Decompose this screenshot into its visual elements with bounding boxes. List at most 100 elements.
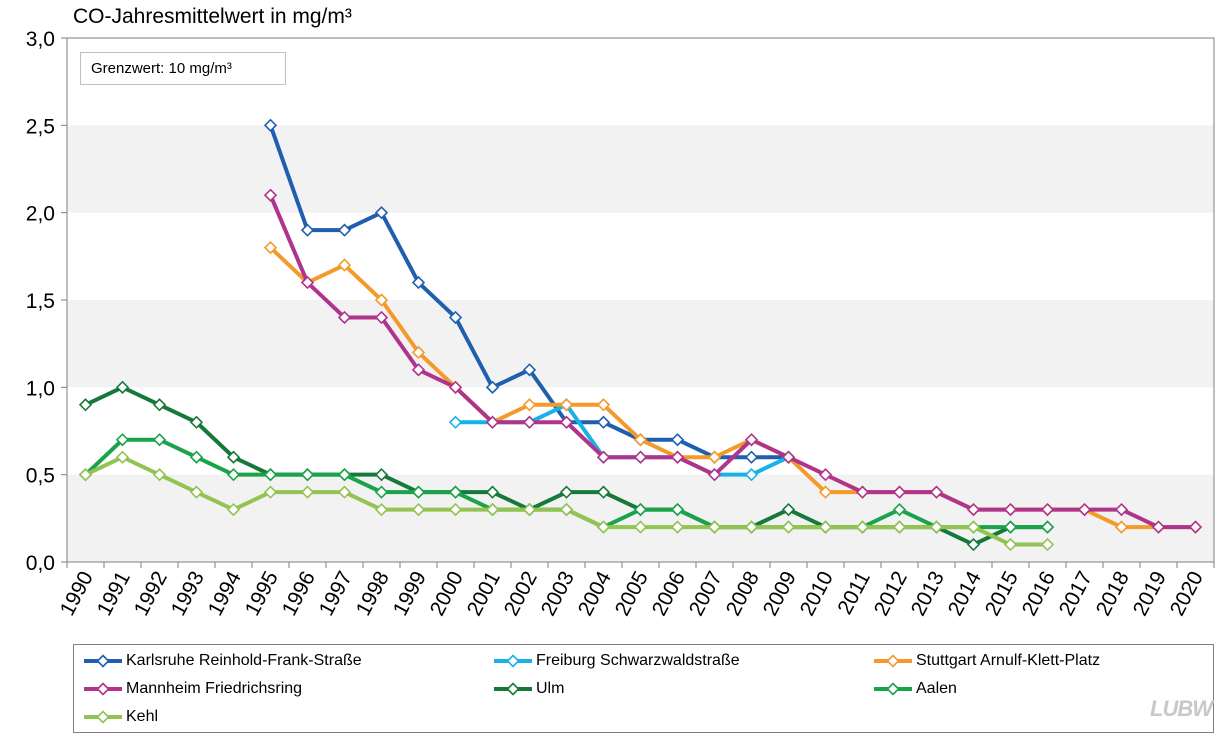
legend-label: Freiburg Schwarzwaldstraße bbox=[536, 652, 740, 669]
data-point bbox=[1114, 502, 1129, 517]
data-point bbox=[966, 502, 981, 517]
data-point bbox=[374, 502, 389, 517]
data-point bbox=[1114, 520, 1129, 534]
y-tick-label: 1,0 bbox=[26, 377, 55, 400]
data-point bbox=[559, 398, 574, 412]
x-tick-label: 2009 bbox=[759, 568, 801, 620]
data-point bbox=[337, 485, 352, 499]
data-point bbox=[522, 398, 537, 412]
legend-swatch-marker bbox=[506, 682, 520, 696]
data-point bbox=[485, 415, 500, 429]
x-tick-label: 2006 bbox=[648, 568, 690, 620]
series-6 bbox=[78, 450, 1055, 552]
x-tick-label: 2015 bbox=[981, 568, 1023, 620]
data-point bbox=[633, 450, 648, 464]
legend-item: Kehl bbox=[82, 705, 158, 729]
data-point bbox=[485, 502, 500, 517]
data-point bbox=[781, 520, 796, 534]
data-point bbox=[744, 520, 759, 534]
data-point bbox=[448, 485, 463, 499]
data-point bbox=[707, 468, 722, 482]
legend-swatch bbox=[494, 654, 532, 668]
data-point bbox=[670, 433, 685, 447]
data-point bbox=[929, 520, 944, 534]
x-tick-label: 1997 bbox=[315, 568, 357, 620]
data-point bbox=[411, 345, 426, 360]
x-axis: 1990199119921993199419951996199719981999… bbox=[56, 562, 1215, 620]
legend-label: Aalen bbox=[916, 680, 957, 697]
data-point bbox=[633, 433, 648, 447]
x-tick-label: 2012 bbox=[870, 568, 912, 620]
legend-item: Karlsruhe Reinhold-Frank-Straße bbox=[82, 649, 362, 673]
data-point bbox=[781, 502, 796, 517]
x-tick-label: 1999 bbox=[389, 568, 431, 620]
data-point bbox=[226, 450, 241, 464]
legend-label: Karlsruhe Reinhold-Frank-Straße bbox=[126, 652, 362, 669]
data-point bbox=[892, 502, 907, 517]
data-point bbox=[855, 485, 870, 499]
y-tick-label: 0,0 bbox=[26, 552, 55, 575]
data-point bbox=[374, 206, 389, 220]
series-3 bbox=[263, 188, 1203, 534]
legend-label: Stuttgart Arnulf-Klett-Platz bbox=[916, 652, 1101, 669]
data-point bbox=[374, 293, 389, 307]
legend-swatch bbox=[874, 682, 912, 696]
legend-swatch-marker bbox=[96, 682, 110, 696]
data-point bbox=[781, 450, 796, 464]
data-point bbox=[189, 450, 204, 464]
data-point bbox=[448, 310, 463, 325]
legend-item: Aalen bbox=[872, 677, 957, 701]
data-point bbox=[448, 380, 463, 394]
data-point bbox=[337, 468, 352, 482]
data-point bbox=[337, 223, 352, 237]
x-tick-label: 2010 bbox=[796, 568, 838, 620]
data-point bbox=[744, 450, 759, 464]
data-point bbox=[300, 485, 315, 499]
x-tick-label: 2003 bbox=[537, 568, 579, 620]
x-tick-label: 1996 bbox=[278, 568, 320, 620]
legend-swatch bbox=[874, 654, 912, 668]
data-point bbox=[1040, 537, 1055, 552]
data-point bbox=[300, 275, 315, 290]
data-point bbox=[522, 363, 537, 377]
data-point bbox=[337, 310, 352, 325]
series-1 bbox=[448, 398, 796, 482]
data-point bbox=[707, 450, 722, 464]
limit-annotation: Grenzwert: 10 mg/m³ bbox=[80, 52, 286, 85]
x-tick-label: 2016 bbox=[1018, 568, 1060, 620]
data-point bbox=[633, 520, 648, 534]
data-point bbox=[411, 363, 426, 377]
data-point bbox=[263, 485, 278, 499]
legend-item: Freiburg Schwarzwaldstraße bbox=[492, 649, 740, 673]
legend-item: Ulm bbox=[492, 677, 564, 701]
gridband bbox=[67, 125, 1214, 213]
x-tick-label: 2017 bbox=[1055, 568, 1097, 620]
x-tick-label: 1993 bbox=[167, 568, 209, 620]
legend-swatch bbox=[494, 682, 532, 696]
data-point bbox=[818, 485, 833, 499]
lubw-logo: LUBW bbox=[1150, 696, 1213, 721]
x-tick-label: 1992 bbox=[130, 568, 172, 620]
data-point bbox=[1040, 520, 1055, 534]
legend-label: Mannheim Friedrichsring bbox=[126, 680, 303, 697]
legend-swatch-marker bbox=[886, 654, 900, 668]
data-point bbox=[374, 310, 389, 325]
x-tick-label: 2020 bbox=[1166, 568, 1208, 620]
x-tick-label: 2013 bbox=[907, 568, 949, 620]
data-point bbox=[818, 520, 833, 534]
y-tick-label: 0,5 bbox=[26, 465, 55, 488]
x-tick-label: 2019 bbox=[1129, 568, 1171, 620]
data-point bbox=[744, 433, 759, 447]
legend: Karlsruhe Reinhold-Frank-Straße Freiburg … bbox=[73, 644, 1214, 733]
data-point bbox=[411, 275, 426, 290]
data-point bbox=[448, 502, 463, 517]
data-point bbox=[411, 502, 426, 517]
chart-title: CO-Jahresmittelwert in mg/m³ bbox=[73, 5, 352, 28]
data-point bbox=[263, 240, 278, 255]
x-tick-label: 1990 bbox=[56, 568, 98, 620]
legend-swatch bbox=[84, 654, 122, 668]
x-tick-label: 1994 bbox=[204, 567, 246, 619]
data-point bbox=[596, 398, 611, 412]
data-point bbox=[1040, 502, 1055, 517]
data-point bbox=[300, 468, 315, 482]
